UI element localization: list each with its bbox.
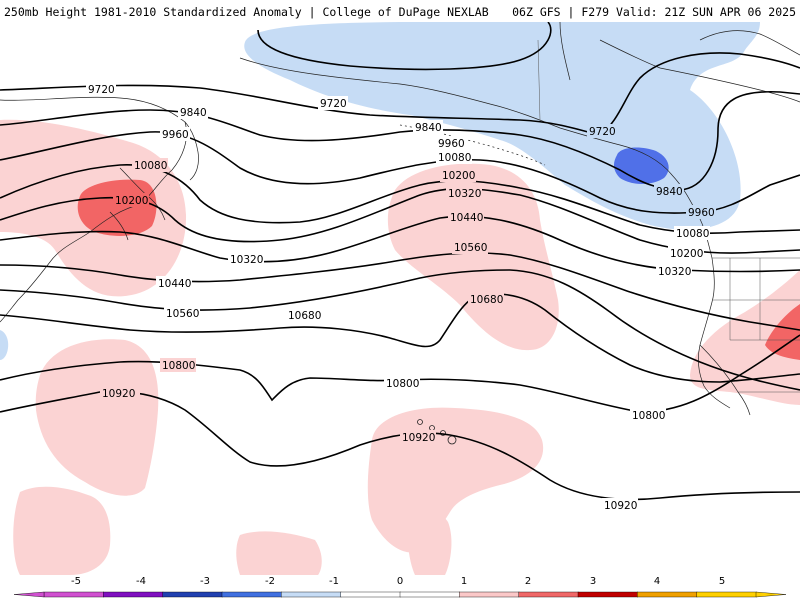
colorbar-tick-label: 4 xyxy=(654,576,660,587)
colorbar-tick-label: -5 xyxy=(71,576,81,587)
colorbar-tick-label: -4 xyxy=(136,576,146,587)
coastline-kamchatka xyxy=(184,121,199,181)
contour-10440 xyxy=(0,252,800,331)
contour-label: 10200 xyxy=(670,248,703,260)
colorbar-arrow-right xyxy=(755,591,787,598)
colorbar-arrow-left xyxy=(13,591,45,598)
coastline-hudson xyxy=(699,30,800,56)
colorbar-swatch xyxy=(459,591,520,598)
contour-label: 10320 xyxy=(658,266,691,278)
contour-label: 10800 xyxy=(162,360,195,372)
colorbar-swatch xyxy=(577,591,638,598)
contour-9720-loop xyxy=(257,22,552,71)
colorbar-swatches xyxy=(13,591,787,598)
contour-label: 10320 xyxy=(230,254,263,266)
contour-label: 9840 xyxy=(180,107,207,119)
map-title: 250mb Height 1981-2010 Standardized Anom… xyxy=(4,5,489,19)
colorbar-legend: -5 -4 -3 -2 -1 0 1 2 3 4 5 xyxy=(13,576,787,598)
colorbar-tick-label: 5 xyxy=(719,576,725,587)
contour-label: 10920 xyxy=(402,432,435,444)
border-alaska-canada xyxy=(537,39,541,121)
contour-label: 10080 xyxy=(134,160,167,172)
contour-10080 xyxy=(0,164,800,234)
contour-label: 10320 xyxy=(448,188,481,200)
contour-10800 xyxy=(0,334,800,413)
contour-label: 10200 xyxy=(115,195,148,207)
positive-anomaly-hawaii xyxy=(367,407,544,553)
contour-label: 10680 xyxy=(470,294,503,306)
colorbar-tick-label: -1 xyxy=(329,576,339,587)
colorbar-tick-label: 0 xyxy=(397,576,403,587)
contour-label: 10200 xyxy=(442,170,475,182)
contour-label: 10440 xyxy=(158,278,191,290)
colorbar-swatch xyxy=(399,591,460,598)
positive-anomaly-south-central xyxy=(236,531,322,575)
contour-9720 xyxy=(0,52,800,136)
contour-label: 9840 xyxy=(656,186,683,198)
contour-label: 9720 xyxy=(320,98,347,110)
island-kauai xyxy=(417,419,423,425)
contour-label: 10680 xyxy=(288,310,321,322)
coastline-alaska xyxy=(239,57,713,259)
colorbar-swatch xyxy=(221,591,282,598)
run-info: 06Z GFS | F279 Valid: 21Z SUN APR 06 202… xyxy=(512,5,796,19)
contour-9840 xyxy=(0,90,800,191)
contour-10680 xyxy=(0,293,800,383)
positive-anomaly-central-pacific xyxy=(387,163,559,351)
coastlines xyxy=(0,22,800,416)
positive-anomaly-asia-core xyxy=(77,179,157,236)
contour-9960 xyxy=(0,131,800,214)
negative-anomaly-west-edge xyxy=(0,330,9,360)
contour-label: 10080 xyxy=(438,152,471,164)
political-borders xyxy=(537,39,800,393)
contour-10560 xyxy=(0,269,800,391)
contour-label: 10440 xyxy=(450,212,483,224)
contour-labels: 9720 9720 9720 9840 9840 9840 9960 9960 … xyxy=(86,82,716,512)
coastline-japan xyxy=(109,167,166,241)
colorbar-swatch xyxy=(162,591,223,598)
positive-anomaly-far-west xyxy=(13,486,111,575)
contour-label: 10920 xyxy=(604,500,637,512)
anomaly-shading xyxy=(0,22,800,575)
contour-label: 10560 xyxy=(166,308,199,320)
contour-label: 10920 xyxy=(102,388,135,400)
contour-label: 9960 xyxy=(438,138,465,150)
contour-label: 9960 xyxy=(688,207,715,219)
colorbar-swatch xyxy=(281,591,342,598)
contour-label: 9960 xyxy=(162,129,189,141)
contour-label: 10080 xyxy=(676,228,709,240)
contour-label: 10800 xyxy=(632,410,665,422)
colorbar-tick-label: 2 xyxy=(525,576,531,587)
positive-anomaly-southwest-us xyxy=(690,270,800,405)
contour-label: 9720 xyxy=(589,126,616,138)
colorbar-ticks: -5 -4 -3 -2 -1 0 1 2 3 4 5 xyxy=(71,576,725,587)
contour-label: 10560 xyxy=(454,242,487,254)
colorbar-swatch xyxy=(637,591,698,598)
colorbar-tick-label: 3 xyxy=(590,576,596,587)
coastline-canada-north xyxy=(559,22,800,103)
map-header: 250mb Height 1981-2010 Standardized Anom… xyxy=(0,0,800,22)
contour-label: 9840 xyxy=(415,122,442,134)
colorbar-swatch xyxy=(43,591,104,598)
positive-anomaly-southwest-us-core xyxy=(765,304,800,360)
colorbar-swatch xyxy=(696,591,757,598)
colorbar-swatch xyxy=(518,591,579,598)
colorbar-tick-label: 1 xyxy=(461,576,467,587)
colorbar-tick-label: -2 xyxy=(265,576,275,587)
anomaly-map: 9720 9720 9720 9840 9840 9840 9960 9960 … xyxy=(0,22,800,575)
contour-label: 10800 xyxy=(386,378,419,390)
colorbar-swatch xyxy=(103,591,164,598)
positive-anomaly-south xyxy=(407,508,452,575)
colorbar-tick-label: -3 xyxy=(200,576,210,587)
contour-label: 9720 xyxy=(88,84,115,96)
positive-anomaly-west-subtropics xyxy=(35,339,159,496)
border-states-1 xyxy=(712,258,800,341)
hawaiian-islands xyxy=(417,419,457,445)
colorbar-swatch xyxy=(340,591,401,598)
